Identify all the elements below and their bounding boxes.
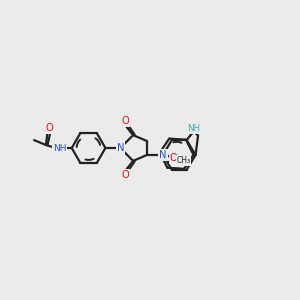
Text: CH₃: CH₃ bbox=[177, 156, 191, 165]
Text: O: O bbox=[122, 116, 129, 126]
Text: O: O bbox=[45, 123, 53, 133]
Text: NH: NH bbox=[188, 124, 201, 133]
Text: O: O bbox=[170, 153, 178, 163]
Text: N: N bbox=[159, 150, 166, 160]
Text: NH: NH bbox=[53, 143, 67, 152]
Text: O: O bbox=[122, 170, 129, 180]
Text: N: N bbox=[116, 143, 124, 153]
